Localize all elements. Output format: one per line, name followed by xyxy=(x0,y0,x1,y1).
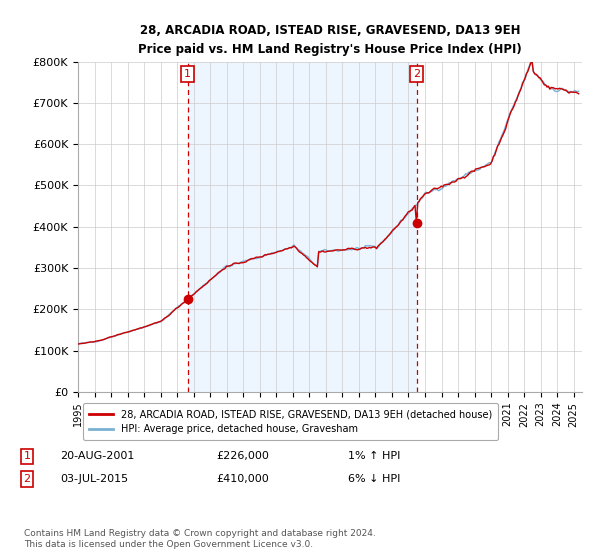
Text: £226,000: £226,000 xyxy=(216,451,269,461)
Text: 6% ↓ HPI: 6% ↓ HPI xyxy=(348,474,400,484)
Text: 1: 1 xyxy=(23,451,31,461)
Title: 28, ARCADIA ROAD, ISTEAD RISE, GRAVESEND, DA13 9EH
Price paid vs. HM Land Regist: 28, ARCADIA ROAD, ISTEAD RISE, GRAVESEND… xyxy=(138,24,522,56)
Text: 20-AUG-2001: 20-AUG-2001 xyxy=(60,451,134,461)
Text: 1: 1 xyxy=(184,69,191,79)
Text: 03-JUL-2015: 03-JUL-2015 xyxy=(60,474,128,484)
Text: 1% ↑ HPI: 1% ↑ HPI xyxy=(348,451,400,461)
Bar xyxy=(188,62,417,392)
Text: 2: 2 xyxy=(413,69,421,79)
Text: Contains HM Land Registry data © Crown copyright and database right 2024.
This d: Contains HM Land Registry data © Crown c… xyxy=(24,529,376,549)
Legend: 28, ARCADIA ROAD, ISTEAD RISE, GRAVESEND, DA13 9EH (detached house), HPI: Averag: 28, ARCADIA ROAD, ISTEAD RISE, GRAVESEND… xyxy=(83,403,498,440)
Text: £410,000: £410,000 xyxy=(216,474,269,484)
Text: 2: 2 xyxy=(23,474,31,484)
